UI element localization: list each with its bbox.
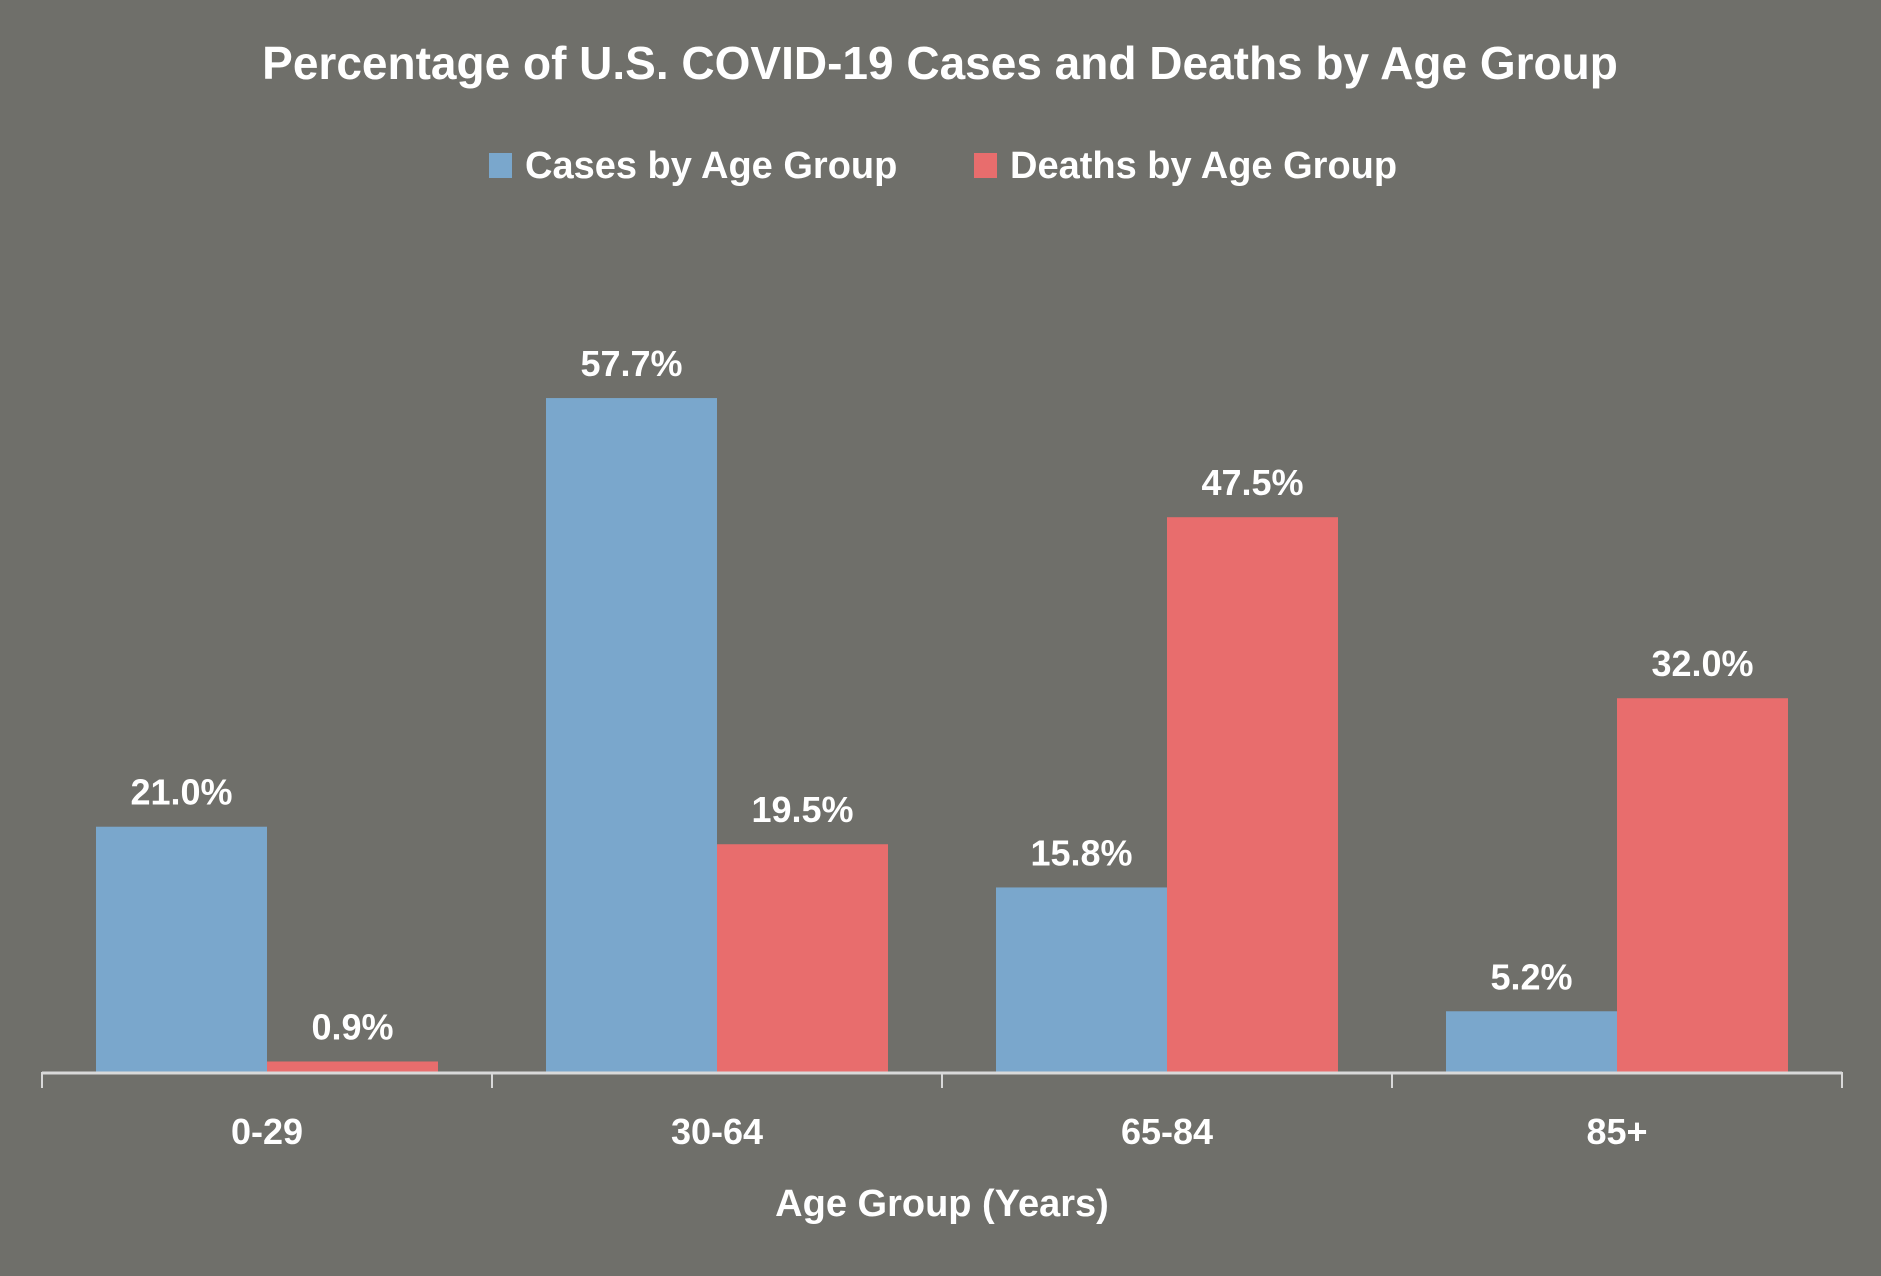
data-label-deaths-30-64: 19.5% <box>751 789 853 830</box>
legend-swatch-cases <box>489 153 512 178</box>
x-tick-label: 85+ <box>1586 1111 1647 1152</box>
legend: Cases by Age Group Deaths by Age Group <box>489 145 1397 187</box>
bar-deaths-30-64[interactable] <box>717 844 888 1072</box>
data-label-cases-65-84: 15.8% <box>1030 832 1132 873</box>
x-tick-label: 65-84 <box>1121 1111 1213 1152</box>
data-label-cases-85plus: 5.2% <box>1490 956 1572 997</box>
bar-deaths-85plus[interactable] <box>1617 698 1788 1072</box>
data-label-cases-30-64: 57.7% <box>580 343 682 384</box>
x-axis-title: Age Group (Years) <box>775 1183 1109 1225</box>
x-tick-label: 30-64 <box>671 1111 763 1152</box>
data-label-deaths-0-29: 0.9% <box>311 1006 393 1047</box>
chart-title: Percentage of U.S. COVID-19 Cases and De… <box>262 37 1618 89</box>
x-axis <box>41 1071 1843 1088</box>
bar-deaths-0-29[interactable] <box>267 1061 438 1072</box>
bar-cases-0-29[interactable] <box>96 826 267 1072</box>
bar-cases-30-64[interactable] <box>546 398 717 1073</box>
data-label-deaths-85plus: 32.0% <box>1651 643 1753 684</box>
bar-cases-85plus[interactable] <box>1446 1011 1617 1072</box>
data-label-cases-0-29: 21.0% <box>130 772 232 813</box>
legend-label-deaths: Deaths by Age Group <box>1010 145 1397 187</box>
x-axis-tick-labels: 0-29 30-64 65-84 85+ <box>231 1111 1648 1152</box>
legend-item-cases[interactable]: Cases by Age Group <box>489 145 897 187</box>
bar-cases-65-84[interactable] <box>996 887 1167 1072</box>
plot-area: 21.0% 0.9% 57.7% 19.5% 15.8% 47.5% 5.2% 32.0% <box>96 343 1788 1073</box>
legend-item-deaths[interactable]: Deaths by Age Group <box>974 145 1397 187</box>
legend-label-cases: Cases by Age Group <box>525 145 897 187</box>
legend-swatch-deaths <box>974 153 997 178</box>
x-tick-label: 0-29 <box>231 1111 303 1152</box>
bar-deaths-65-84[interactable] <box>1167 517 1338 1072</box>
data-label-deaths-65-84: 47.5% <box>1201 462 1303 503</box>
